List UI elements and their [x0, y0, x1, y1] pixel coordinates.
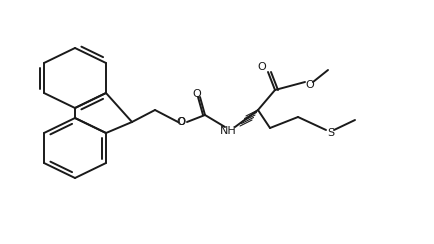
- Text: S: S: [327, 128, 335, 138]
- Text: O: O: [177, 117, 185, 127]
- Text: O: O: [306, 80, 314, 90]
- Text: O: O: [177, 117, 185, 127]
- Text: NH: NH: [220, 126, 237, 136]
- Text: O: O: [258, 62, 266, 72]
- Text: O: O: [193, 89, 201, 99]
